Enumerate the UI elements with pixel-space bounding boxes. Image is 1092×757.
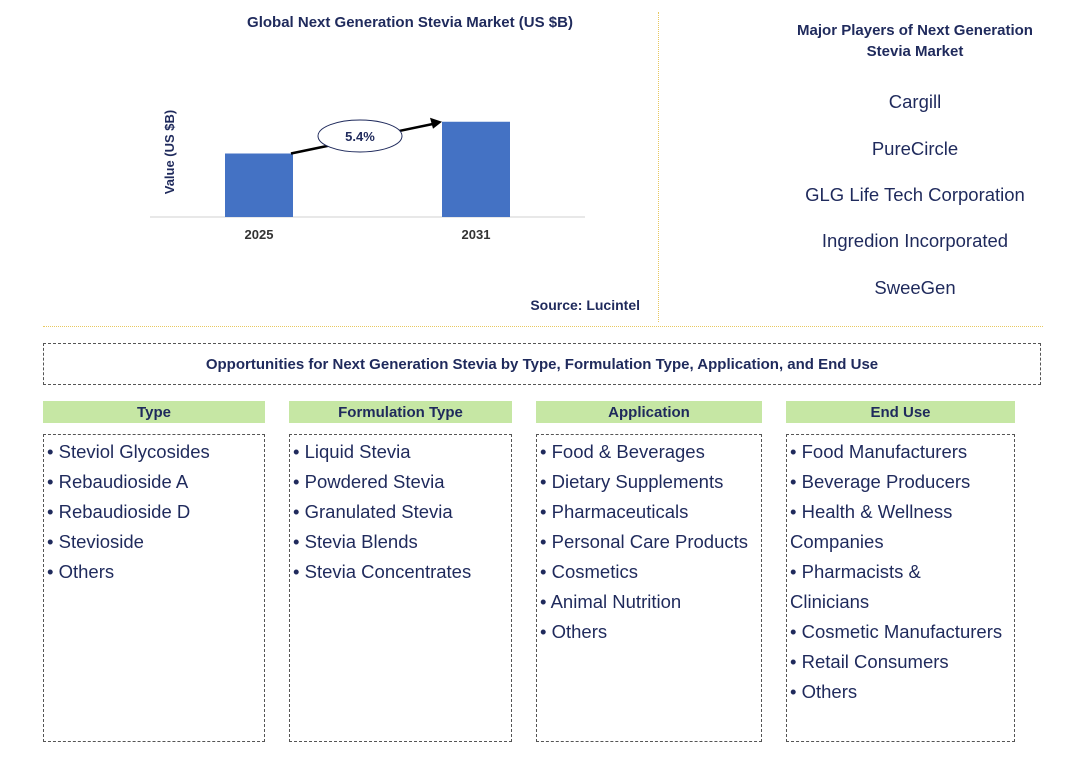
- list-item: • Retail Consumers: [790, 651, 949, 672]
- list-item: • Cosmetics: [540, 561, 638, 582]
- list-item: • Rebaudioside A: [47, 471, 189, 492]
- list-item: • Stevia Concentrates: [293, 561, 472, 582]
- opportunities-title-text: Opportunities for Next Generation Stevia…: [205, 355, 879, 373]
- list-item: • Powdered Stevia: [293, 471, 445, 492]
- column-list-formulation-type: • Liquid Stevia • Powdered Stevia • Gran…: [289, 434, 512, 742]
- list-item: • Personal Care Products: [540, 531, 749, 552]
- list-item: • Food Manufacturers: [790, 441, 968, 462]
- x-tick-label: 2031: [462, 227, 491, 242]
- list-item: • Health & Wellness: [790, 501, 953, 522]
- column-header-type: Type: [43, 401, 265, 423]
- chart-title: Global Next Generation Stevia Market (US…: [247, 14, 573, 31]
- vertical-divider: [658, 12, 659, 322]
- list-item: • Food & Beverages: [540, 441, 705, 462]
- list-item: • Animal Nutrition: [540, 591, 682, 612]
- column-header-end-use: End Use: [786, 401, 1015, 423]
- opportunities-title: Opportunities for Next Generation Stevia…: [43, 343, 1041, 385]
- list-item: • Others: [47, 561, 115, 582]
- column-header-application: Application: [536, 401, 762, 423]
- column-list-type: • Steviol Glycosides • Rebaudioside A • …: [43, 434, 265, 742]
- list-item: • Pharmaceuticals: [540, 501, 689, 522]
- players-title: Major Players of Next Generation Stevia …: [797, 22, 1033, 60]
- list-item: • Granulated Stevia: [293, 501, 453, 522]
- column-list-application: • Food & Beverages • Dietary Supplements…: [536, 434, 762, 742]
- y-axis-label: Value (US $B): [162, 110, 177, 195]
- player-item: GLG Life Tech Corporation: [805, 184, 1025, 205]
- cagr-label: 5.4%: [345, 129, 375, 144]
- cagr-bubble: [317, 119, 403, 153]
- list-item: • Stevioside: [47, 531, 144, 552]
- list-item: • Stevia Blends: [293, 531, 418, 552]
- player-item: Ingredion Incorporated: [821, 230, 1009, 251]
- x-tick-label: 2025: [245, 227, 274, 242]
- player-item: PureCircle: [871, 138, 959, 159]
- list-item: • Dietary Supplements: [540, 471, 724, 492]
- list-item: • Others: [540, 621, 608, 642]
- column-list-end-use: • Food Manufacturers • Beverage Producer…: [786, 434, 1015, 742]
- bar-chart: Value (US $B) 2025 2031 5.4%: [150, 110, 585, 242]
- list-item: • Steviol Glycosides: [47, 441, 210, 462]
- list-item: Companies: [790, 531, 884, 552]
- player-item: Cargill: [888, 91, 942, 112]
- bar-2031: [442, 121, 510, 217]
- list-item: • Others: [790, 681, 858, 702]
- bar-2025: [225, 153, 293, 217]
- list-item: • Cosmetic Manufacturers: [790, 621, 1003, 642]
- list-item: • Rebaudioside D: [47, 501, 191, 522]
- horizontal-divider: [43, 326, 1043, 327]
- source-label: Source: Lucintel: [530, 297, 640, 313]
- list-item: • Liquid Stevia: [293, 441, 411, 462]
- arrow-head: [430, 117, 442, 129]
- column-header-formulation-type: Formulation Type: [289, 401, 512, 423]
- list-item: • Pharmacists &: [790, 561, 921, 582]
- player-item: SweeGen: [874, 277, 956, 298]
- list-item: Clinicians: [790, 591, 870, 612]
- list-item: • Beverage Producers: [790, 471, 971, 492]
